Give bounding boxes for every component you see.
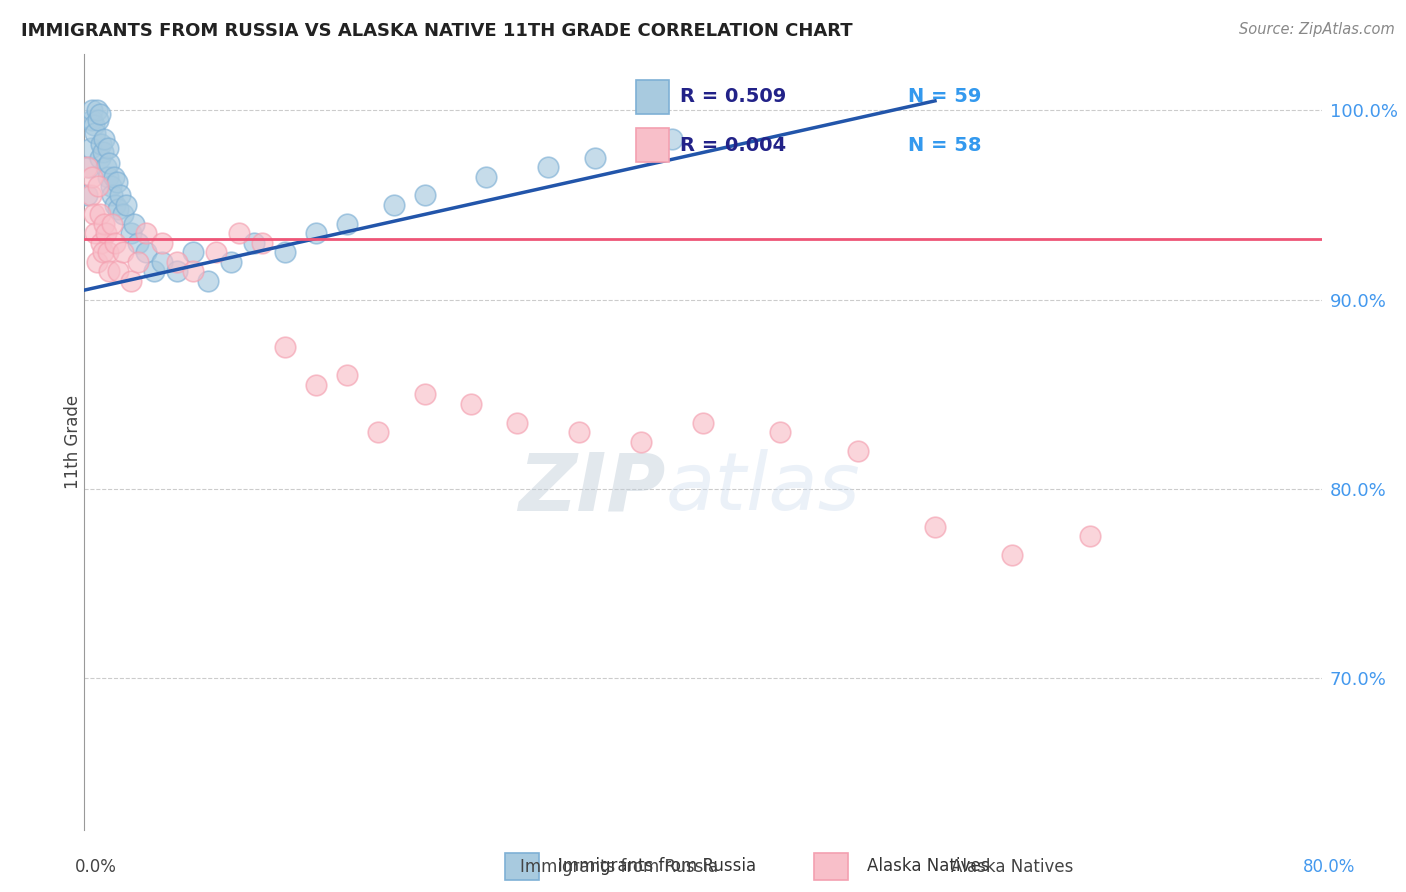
Point xyxy=(77,160,100,174)
Point xyxy=(96,169,118,184)
Point xyxy=(1078,529,1101,543)
Point xyxy=(205,245,228,260)
Point xyxy=(79,141,101,155)
Point xyxy=(82,112,104,127)
Point xyxy=(413,387,436,401)
Point xyxy=(305,377,328,392)
Point xyxy=(120,227,142,241)
Point xyxy=(94,160,117,174)
Point xyxy=(107,202,129,216)
Point xyxy=(150,254,173,268)
Point xyxy=(305,227,328,241)
Text: Immigrants from Russia: Immigrants from Russia xyxy=(520,858,717,876)
Point xyxy=(93,131,115,145)
Point xyxy=(96,245,118,260)
Point xyxy=(115,198,138,212)
Point xyxy=(135,245,157,260)
Point xyxy=(221,254,243,268)
Point xyxy=(103,169,125,184)
Point xyxy=(135,227,157,241)
Point xyxy=(91,145,114,159)
Point xyxy=(84,227,107,241)
Point xyxy=(1001,548,1024,562)
Point xyxy=(197,274,219,288)
Point xyxy=(336,217,359,231)
Point xyxy=(89,207,111,221)
Point xyxy=(127,254,149,268)
Point xyxy=(250,235,273,250)
Point xyxy=(228,227,250,241)
Point xyxy=(100,179,122,194)
Point xyxy=(274,245,297,260)
Point xyxy=(274,340,297,354)
Point xyxy=(243,235,266,250)
Point xyxy=(769,425,792,439)
Point xyxy=(122,217,145,231)
Point xyxy=(84,126,107,140)
Point xyxy=(661,131,683,145)
Point xyxy=(82,169,104,184)
Point xyxy=(181,264,204,278)
Point xyxy=(692,416,714,430)
Point xyxy=(83,207,105,221)
Point xyxy=(98,264,121,278)
Point xyxy=(86,254,108,268)
Point xyxy=(568,425,591,439)
Point xyxy=(105,175,128,189)
Point xyxy=(460,397,482,411)
Point xyxy=(143,264,166,278)
Point xyxy=(475,169,498,184)
Point xyxy=(104,198,127,212)
Point xyxy=(96,141,118,155)
Point xyxy=(98,156,121,170)
Point xyxy=(108,188,131,202)
Point xyxy=(112,207,135,221)
Text: 80.0%: 80.0% xyxy=(1302,858,1355,876)
Point xyxy=(150,235,173,250)
Point xyxy=(76,160,98,174)
Point xyxy=(166,264,188,278)
Point xyxy=(101,188,124,202)
Point xyxy=(537,160,560,174)
Text: Alaska Natives: Alaska Natives xyxy=(950,858,1074,876)
Point xyxy=(90,137,112,152)
Point xyxy=(87,179,110,194)
Point xyxy=(924,519,946,533)
Y-axis label: 11th Grade: 11th Grade xyxy=(65,394,82,489)
Point xyxy=(101,217,124,231)
Point xyxy=(166,254,188,268)
Text: IMMIGRANTS FROM RUSSIA VS ALASKA NATIVE 11TH GRADE CORRELATION CHART: IMMIGRANTS FROM RUSSIA VS ALASKA NATIVE … xyxy=(21,22,852,40)
Point xyxy=(94,227,117,241)
Point xyxy=(181,245,204,260)
Point xyxy=(846,444,869,458)
Point xyxy=(89,107,111,121)
Point xyxy=(382,198,405,212)
Point xyxy=(93,217,115,231)
Text: 0.0%: 0.0% xyxy=(75,858,117,876)
Point xyxy=(367,425,389,439)
Point xyxy=(336,368,359,383)
Point xyxy=(120,274,142,288)
Point xyxy=(91,245,114,260)
Point xyxy=(127,235,149,250)
Point xyxy=(87,112,110,127)
Point xyxy=(89,151,111,165)
Point xyxy=(83,119,105,133)
Point xyxy=(583,151,606,165)
Point xyxy=(82,103,104,118)
Point xyxy=(86,103,108,118)
Point xyxy=(76,188,98,202)
Point xyxy=(506,416,529,430)
Text: Source: ZipAtlas.com: Source: ZipAtlas.com xyxy=(1239,22,1395,37)
Text: atlas: atlas xyxy=(666,449,860,527)
Point xyxy=(90,235,112,250)
Text: ZIP: ZIP xyxy=(519,449,666,527)
Point xyxy=(104,235,127,250)
Point xyxy=(413,188,436,202)
Point xyxy=(107,264,129,278)
Point xyxy=(630,434,652,449)
Point xyxy=(79,188,101,202)
Point xyxy=(112,245,135,260)
